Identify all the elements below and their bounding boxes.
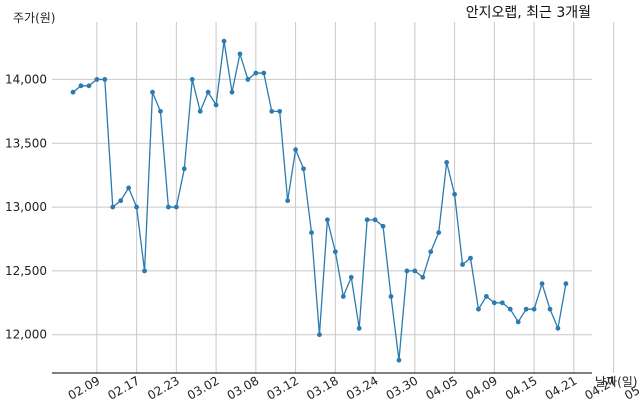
data-point	[189, 77, 195, 82]
x-tick-label: 04.09	[463, 373, 500, 402]
data-point	[237, 51, 243, 57]
y-tick-label: 13,500	[5, 136, 47, 150]
data-point	[325, 217, 330, 223]
x-tick-label: 03.08	[225, 373, 262, 402]
x-tick-label: 03.24	[344, 373, 381, 402]
x-tick-label: 04.15	[503, 373, 540, 402]
data-point	[491, 300, 497, 306]
data-point	[126, 185, 132, 191]
data-point	[285, 198, 291, 204]
data-point	[245, 77, 251, 82]
x-gridlines	[96, 22, 615, 373]
data-point	[173, 204, 179, 210]
data-point	[293, 147, 298, 153]
x-tick-label: 03.12	[264, 373, 301, 402]
data-point	[396, 357, 402, 363]
data-point	[412, 268, 418, 274]
data-point	[261, 70, 267, 76]
y-gridlines	[52, 78, 592, 336]
data-point	[142, 268, 147, 274]
data-point	[380, 223, 386, 229]
y-tick-label: 12,000	[5, 328, 47, 342]
x-tick-labels: 02.09 02.17 02.23 03.02 03.08 03.12 03.18 03.24…	[66, 373, 640, 402]
y-tick-labels: 12,000 12,500 13,000 13,500 14,000	[5, 72, 47, 341]
y-tick-label: 12,500	[5, 264, 47, 278]
y-tick-label: 13,000	[5, 200, 47, 214]
x-tick-label: 04.05	[423, 373, 460, 402]
data-point	[277, 108, 283, 114]
data-point	[531, 306, 537, 312]
data-point	[158, 108, 163, 114]
data-point	[452, 191, 457, 197]
data-point	[420, 274, 426, 280]
data-point	[213, 102, 219, 108]
x-tick-label: 03.18	[304, 373, 341, 402]
data-point	[317, 332, 322, 338]
data-point	[476, 306, 481, 312]
data-point	[428, 249, 434, 255]
data-point	[150, 89, 155, 95]
data-point	[94, 77, 100, 82]
data-point	[364, 217, 370, 223]
x-tick-label: 02.09	[66, 373, 103, 402]
data-point	[356, 325, 362, 331]
data-point	[468, 255, 473, 261]
x-tick-label: 02.23	[145, 373, 182, 402]
data-point	[229, 89, 235, 95]
data-point	[197, 108, 203, 114]
data-point	[134, 204, 140, 210]
data-point	[181, 166, 187, 172]
data-point	[332, 249, 338, 255]
data-point	[436, 230, 442, 236]
x-tick-label: 04.21	[543, 373, 580, 402]
x-axis-title: 날짜(일)	[595, 375, 637, 389]
data-point	[484, 294, 489, 299]
data-point	[460, 262, 465, 267]
x-tick-label: 02.17	[105, 373, 142, 402]
x-tick-label: 03.02	[185, 373, 222, 402]
data-point	[404, 268, 410, 274]
data-point	[102, 77, 108, 82]
data-point	[507, 306, 513, 312]
data-point	[523, 306, 529, 312]
data-point	[555, 325, 561, 331]
y-axis-title: 주가(원)	[13, 11, 55, 25]
x-tick-label: 03.30	[384, 373, 421, 402]
data-point	[539, 281, 545, 287]
data-point	[444, 160, 450, 165]
data-point	[309, 230, 314, 236]
data-point	[301, 166, 306, 172]
data-point	[70, 89, 76, 95]
price-series-line	[72, 41, 567, 361]
data-point	[78, 83, 84, 89]
data-point	[348, 274, 354, 280]
price-series-points	[70, 38, 569, 363]
data-point	[166, 204, 171, 210]
y-tick-label: 14,000	[5, 72, 47, 86]
data-point	[221, 38, 227, 44]
data-point	[205, 89, 211, 95]
data-point	[118, 198, 124, 204]
data-point	[372, 217, 378, 223]
data-point	[563, 281, 569, 287]
data-point	[388, 294, 394, 299]
data-point	[269, 108, 275, 114]
data-point	[547, 306, 553, 312]
data-point	[110, 204, 116, 210]
data-point	[515, 319, 521, 325]
data-point	[253, 70, 259, 76]
data-point	[340, 294, 346, 299]
data-point	[86, 83, 92, 89]
chart-title: 안지오랩, 최근 3개월	[466, 5, 591, 21]
data-point	[499, 300, 505, 306]
